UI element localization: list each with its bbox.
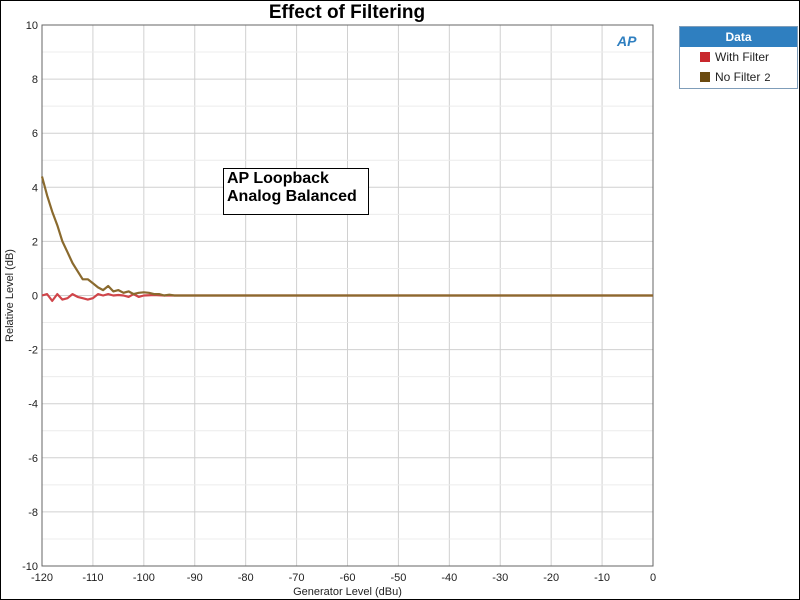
x-tick-label: -30 — [492, 572, 508, 584]
legend-swatch-with-filter — [700, 52, 710, 62]
legend-item-with-filter[interactable]: With Filter — [680, 47, 797, 67]
chart-title: Effect of Filtering — [268, 2, 426, 23]
legend-label-with-filter: With Filter — [715, 50, 769, 64]
y-tick-label: -8 — [28, 507, 38, 519]
legend-item-no-filter[interactable]: No Filter 2 — [680, 67, 797, 87]
x-tick-label: -80 — [238, 572, 254, 584]
x-tick-label: -120 — [31, 572, 53, 584]
legend-label-no-filter: No Filter — [715, 70, 761, 84]
y-tick-label: -2 — [28, 345, 38, 357]
y-axis-label: Relative Level (dB) — [4, 249, 16, 342]
x-tick-label: -60 — [340, 572, 356, 584]
y-tick-label: 4 — [32, 182, 38, 194]
x-axis-label: Generator Level (dBu) — [293, 586, 402, 598]
legend-swatch-no-filter — [700, 72, 710, 82]
annotation-box: AP Loopback Analog Balanced — [223, 168, 369, 215]
legend: Data With Filter No Filter 2 — [679, 26, 798, 89]
x-tick-label: -110 — [82, 572, 103, 584]
y-tick-label: -6 — [28, 453, 38, 465]
y-tick-label: -4 — [28, 399, 38, 411]
y-tick-label: -10 — [22, 561, 38, 573]
annotation-line-1: AP Loopback — [227, 170, 329, 187]
legend-suffix-no-filter: 2 — [764, 72, 771, 84]
y-tick-label: 10 — [26, 20, 38, 32]
x-tick-label: -50 — [390, 572, 406, 584]
y-tick-label: 6 — [32, 128, 38, 140]
legend-title: Data — [680, 27, 797, 47]
y-tick-label: 2 — [32, 236, 38, 248]
series-line-no-filter — [40, 176, 653, 297]
x-tick-label: -20 — [543, 572, 559, 584]
y-tick-label: 8 — [32, 74, 38, 86]
ap-logo-icon: AP — [617, 33, 637, 49]
y-tick-label: 0 — [32, 291, 38, 303]
annotation-line-2: Analog Balanced — [227, 188, 357, 205]
x-tick-label: 0 — [650, 572, 656, 584]
x-tick-label: -40 — [441, 572, 457, 584]
x-tick-label: -90 — [187, 572, 203, 584]
x-tick-label: -100 — [133, 572, 155, 584]
x-tick-label: -10 — [594, 572, 610, 584]
x-tick-label: -70 — [289, 572, 305, 584]
